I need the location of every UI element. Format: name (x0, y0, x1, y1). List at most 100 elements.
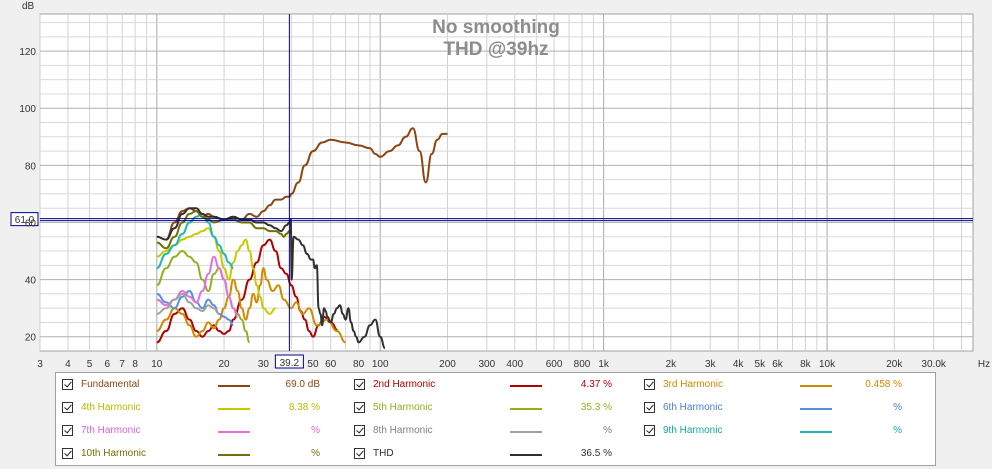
legend-label: 5th Harmonic (373, 402, 433, 413)
legend-label: 4th Harmonic (81, 402, 141, 413)
legend-checkbox-3rd-harmonic[interactable] (644, 379, 655, 390)
legend-panel: Fundamental 69.0 dB 2nd Harmonic 4.37 % 3rd … (55, 372, 936, 466)
legend-label: Fundamental (81, 379, 140, 390)
legend-checkbox-8th-harmonic[interactable] (354, 425, 365, 436)
legend-item-fundamental[interactable]: Fundamental 69.0 dB (62, 377, 332, 395)
series-8th-harmonic-line (156, 292, 220, 315)
legend-line-swatch (218, 385, 250, 387)
x-tick-label: 80 (353, 359, 365, 370)
legend-line-swatch (800, 408, 832, 410)
x-tick-label: 600 (546, 359, 563, 370)
legend-item-5th-harmonic[interactable]: 5th Harmonic 35.3 % (354, 400, 624, 418)
thd-chart[interactable]: 61.0 39.2 20 40 60 80 100 120 3 4 5 6 7 8 10 20 30 50 60 8… (0, 0, 992, 372)
cursor-y-readout-box (10, 212, 39, 227)
x-tick-label: 20k (886, 359, 903, 370)
legend-item-10th-harmonic[interactable]: 10th Harmonic% (62, 446, 332, 464)
legend-value: % (893, 402, 902, 413)
x-tick-label: 100 (372, 359, 389, 370)
grid (39, 14, 973, 351)
legend-item-8th-harmonic[interactable]: 8th Harmonic% (354, 423, 624, 441)
legend-value: % (311, 425, 320, 436)
legend-label: 9th Harmonic (663, 425, 723, 436)
legend-checkbox-2nd-harmonic[interactable] (354, 379, 365, 390)
legend-label: 2nd Harmonic (373, 379, 436, 390)
series-fundamental-line (156, 127, 448, 241)
x-tick-label: 200 (439, 359, 456, 370)
legend-line-swatch (510, 408, 542, 410)
legend-value: 36.5 % (580, 448, 612, 459)
legend-checkbox-10th-harmonic[interactable] (62, 448, 73, 459)
y-tick-label: 100 (19, 104, 36, 115)
legend-label: 6th Harmonic (663, 402, 723, 413)
legend-checkbox-9th-harmonic[interactable] (644, 425, 655, 436)
legend-value: % (311, 448, 320, 459)
x-tick-label: 7 (119, 359, 125, 370)
legend-checkbox-7th-harmonic[interactable] (62, 425, 73, 436)
y-tick-label: 80 (25, 161, 37, 172)
x-tick-label: 4 (65, 359, 71, 370)
legend-label: 7th Harmonic (81, 425, 141, 436)
legend-item-7th-harmonic[interactable]: 7th Harmonic% (62, 423, 332, 441)
legend-value: 8.38 % (288, 402, 320, 413)
legend-line-swatch (800, 431, 832, 433)
legend-line-swatch (800, 385, 832, 387)
y-tick-label: 20 (25, 333, 37, 344)
cursor-x-readout: 39.2 (280, 358, 300, 369)
legend-checkbox-thd[interactable] (354, 448, 365, 459)
x-tick-label: 1k (598, 359, 610, 370)
legend-checkbox-6th-harmonic[interactable] (644, 402, 655, 413)
chart-subtitle: THD @39hz (443, 39, 548, 60)
legend-value: 4.37 % (580, 379, 612, 390)
x-tick-label: 20 (219, 359, 231, 370)
x-tick-label: 6 (104, 359, 110, 370)
x-tick-label: 3 (37, 359, 43, 370)
series-2nd-harmonic-line (156, 238, 339, 344)
x-tick-label: 800 (574, 359, 591, 370)
cursor-x-readout-box (274, 354, 304, 369)
x-tick-label: Hz (978, 359, 990, 370)
y-tick-label: 120 (19, 47, 36, 58)
y-tick-label: 60 (25, 218, 37, 229)
series-6th-harmonic-line (156, 290, 234, 327)
x-tick-label: 300 (478, 359, 495, 370)
legend-value: 35.3 % (580, 402, 612, 413)
x-tick-label: 60 (325, 359, 337, 370)
legend-label: 8th Harmonic (373, 425, 433, 436)
x-tick-label: 400 (506, 359, 523, 370)
y-tick-label: 40 (25, 276, 37, 287)
legend-item-9th-harmonic[interactable]: 9th Harmonic% (644, 423, 914, 441)
plot-area[interactable] (39, 13, 974, 352)
x-tick-label: 6k (772, 359, 784, 370)
x-tick-label: 3k (705, 359, 717, 370)
legend-item-4th-harmonic[interactable]: 4th Harmonic 8.38 % (62, 400, 332, 418)
x-tick-label: 50 (307, 359, 319, 370)
x-tick-label: 5k (755, 359, 767, 370)
y-axis-label: dB (22, 1, 35, 12)
legend-value: % (603, 425, 612, 436)
legend-label: 10th Harmonic (81, 448, 147, 459)
x-tick-label: 30 (258, 359, 270, 370)
legend-value: % (893, 425, 902, 436)
cursor[interactable]: 61.0 39.2 (10, 14, 973, 369)
series-3rd-harmonic-line (156, 267, 346, 344)
cursor-y-readout: 61.0 (15, 215, 35, 226)
legend-line-swatch (218, 408, 250, 410)
legend-checkbox-4th-harmonic[interactable] (62, 402, 73, 413)
legend-item-2nd-harmonic[interactable]: 2nd Harmonic 4.37 % (354, 377, 624, 395)
legend-line-swatch (510, 385, 542, 387)
x-tick-label: 2k (666, 359, 678, 370)
legend-line-swatch (218, 454, 250, 456)
x-tick-label: 8k (800, 359, 812, 370)
legend-value: 0.458 % (865, 379, 902, 390)
legend-item-thd[interactable]: THD 36.5 % (354, 446, 624, 464)
legend-item-3rd-harmonic[interactable]: 3rd Harmonic 0.458 % (644, 377, 914, 395)
x-tick-label: 4k (733, 359, 745, 370)
legend-checkbox-5th-harmonic[interactable] (354, 402, 365, 413)
series-4th-harmonic-line (156, 227, 276, 315)
legend-item-6th-harmonic[interactable]: 6th Harmonic% (644, 400, 914, 418)
x-tick-label: 10 (151, 359, 163, 370)
tick-labels: 20 40 60 80 100 120 3 4 5 6 7 8 10 20 30 50 60 80 100 200 30… (19, 47, 990, 370)
legend-checkbox-fundamental[interactable] (62, 379, 73, 390)
x-tick-label: 30.0k (921, 359, 946, 370)
x-tick-label: 8 (132, 359, 138, 370)
